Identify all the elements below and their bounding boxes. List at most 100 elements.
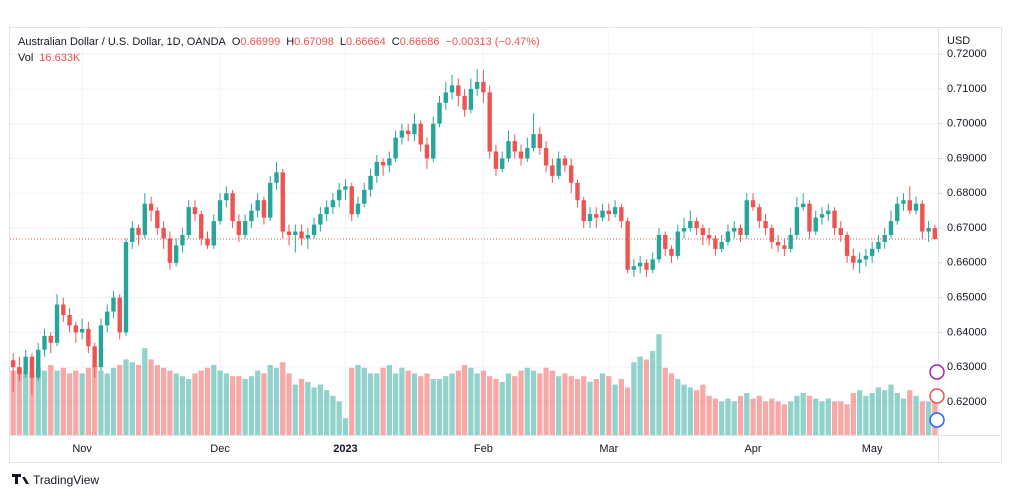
- candle-body: [142, 203, 148, 235]
- candle-body: [506, 141, 511, 159]
- candle-body: [493, 151, 499, 169]
- candle-body: [180, 235, 185, 246]
- y-tick-label: 0.65000: [947, 292, 987, 304]
- candle-body: [443, 92, 448, 103]
- volume-bar: [79, 373, 85, 435]
- volume-bar: [179, 376, 186, 435]
- ohlc-values: O0.66999 H0.67098 L0.66664 C0.66686: [226, 36, 440, 48]
- volume-bar: [54, 370, 60, 435]
- candle-body: [211, 221, 216, 246]
- volume-bar: [599, 373, 606, 435]
- volume-bar: [800, 393, 806, 435]
- event-icon[interactable]: [929, 388, 945, 404]
- candle-body: [706, 235, 712, 239]
- volume-bar: [123, 359, 129, 435]
- ohlc-key: O: [231, 36, 241, 48]
- volume-bar: [556, 376, 562, 435]
- y-tick-label: 0.72000: [947, 48, 987, 60]
- event-icon[interactable]: [929, 412, 945, 428]
- candle-body: [286, 231, 292, 235]
- candle-body: [920, 203, 925, 232]
- volume-row: Vol 16.633K: [18, 50, 540, 66]
- volume-bar: [148, 359, 154, 435]
- candle-body: [205, 238, 210, 246]
- volume-bar: [449, 373, 455, 435]
- candle-body: [261, 200, 267, 218]
- candle-body: [775, 241, 781, 246]
- volume-value: 16.633K: [39, 52, 81, 64]
- volume-bar: [242, 379, 248, 435]
- volume-bar: [292, 384, 298, 435]
- volume-bar: [788, 401, 794, 435]
- volume-bar: [198, 370, 204, 435]
- candle-body: [456, 85, 461, 96]
- volume-bar: [411, 373, 418, 435]
- candle-body: [575, 182, 580, 201]
- candle-body: [681, 228, 687, 232]
- volume-bar: [160, 367, 167, 435]
- candle-body: [487, 92, 492, 152]
- volume-layer: [10, 334, 938, 435]
- volume-bar: [863, 395, 869, 435]
- volume-bar: [775, 401, 781, 435]
- volume-bar: [455, 370, 461, 435]
- volume-bar: [681, 384, 687, 435]
- x-tick-label: 2023: [333, 443, 357, 455]
- candle-body: [744, 200, 749, 235]
- candle-body: [888, 221, 894, 235]
- volume-bar: [650, 351, 656, 435]
- volume-bar: [675, 379, 681, 435]
- volume-bar: [280, 362, 286, 435]
- candle-body: [431, 123, 436, 159]
- y-tick-label: 0.63000: [947, 361, 987, 373]
- volume-bar: [543, 367, 549, 435]
- candle-body: [399, 130, 405, 138]
- x-tick-label: Nov: [72, 443, 92, 455]
- brand-logo[interactable]: [12, 474, 29, 484]
- candle-body: [387, 158, 392, 166]
- volume-bar: [844, 404, 850, 435]
- volume-bar: [16, 367, 23, 435]
- volume-bar: [850, 393, 856, 435]
- candle-body: [136, 228, 141, 235]
- volume-bar: [418, 376, 424, 435]
- y-tick-label: 0.71000: [947, 83, 987, 95]
- candle-body: [688, 221, 693, 229]
- volume-bar: [286, 373, 292, 435]
- candle-body: [556, 158, 561, 176]
- event-icon[interactable]: [929, 364, 945, 380]
- volume-bar: [781, 404, 788, 435]
- volume-bar: [932, 388, 938, 435]
- candle-body: [368, 175, 373, 190]
- volume-bar: [117, 365, 123, 435]
- candle-body: [48, 335, 53, 343]
- volume-bar: [311, 387, 317, 435]
- volume-bar: [637, 356, 643, 435]
- volume-bar: [298, 379, 305, 435]
- volume-bar: [261, 373, 267, 435]
- volume-bar: [750, 398, 756, 435]
- volume-bar: [255, 370, 261, 435]
- volume-bar: [624, 387, 631, 435]
- y-tick-label: 0.68000: [947, 187, 987, 199]
- volume-bar: [769, 398, 775, 435]
- volume-bar: [355, 365, 361, 435]
- candle-body: [694, 221, 699, 229]
- volume-bar: [762, 401, 769, 435]
- x-tick-label: Dec: [210, 443, 230, 455]
- candle-body: [23, 356, 28, 375]
- candle-body: [606, 210, 612, 215]
- candle-body: [926, 228, 931, 232]
- candle-body: [362, 189, 367, 204]
- volume-bar: [549, 370, 556, 435]
- candle-body: [644, 262, 649, 270]
- volume-bar: [819, 401, 825, 435]
- volume-bar: [712, 398, 719, 435]
- candle-body: [769, 228, 775, 242]
- candle-body: [819, 214, 825, 218]
- candle-body: [311, 224, 317, 235]
- volume-bar: [618, 379, 624, 435]
- brand-name[interactable]: TradingView: [33, 473, 99, 487]
